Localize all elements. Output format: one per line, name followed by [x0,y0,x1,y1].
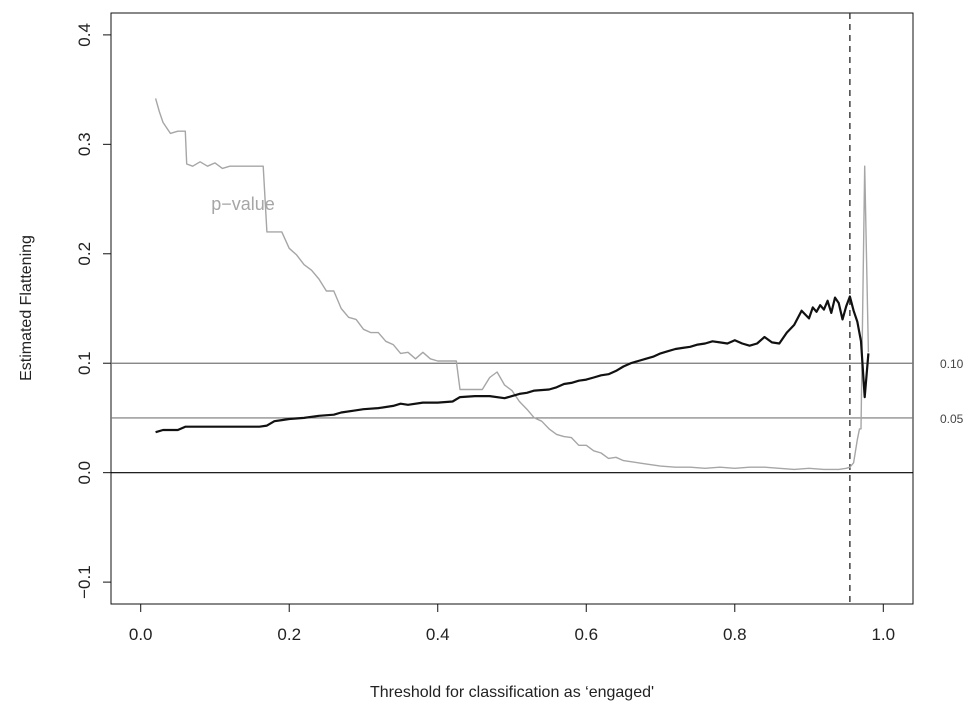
series-line-estimated-flattening [155,295,870,434]
y-tick-label: 0.0 [75,461,94,485]
reference-line-label: 0.05 [940,412,964,426]
series-group [154,98,870,471]
y-tick-label: −0.1 [75,565,94,599]
x-tick-label: 0.0 [129,625,153,644]
series-line-p-value [154,98,870,471]
x-tick-label: 0.6 [574,625,598,644]
x-axis-title: Threshold for classification as ‘engaged… [370,684,654,701]
x-tick-label: 0.2 [277,625,301,644]
x-tick-label: 1.0 [871,625,895,644]
y-tick-label: 0.3 [75,132,94,156]
p-value-label: p−value [211,194,275,214]
annotations: p−value [211,194,275,214]
axes: −0.1 0.0 0.1 0.2 0.3 0.4 0.0 0.2 0.4 0.6 0.8 1.0 [75,23,895,644]
y-tick-label: 0.2 [75,242,94,266]
x-tick-label: 0.4 [426,625,450,644]
x-tick-label: 0.8 [723,625,747,644]
y-axis-title: Estimated Flattening [18,235,35,381]
plot-frame [110,12,914,605]
reference-lines: 0.10 0.05 [111,13,964,604]
y-tick-label: 0.4 [75,23,94,47]
y-tick-label: 0.1 [75,351,94,375]
reference-line-label: 0.10 [940,357,964,371]
